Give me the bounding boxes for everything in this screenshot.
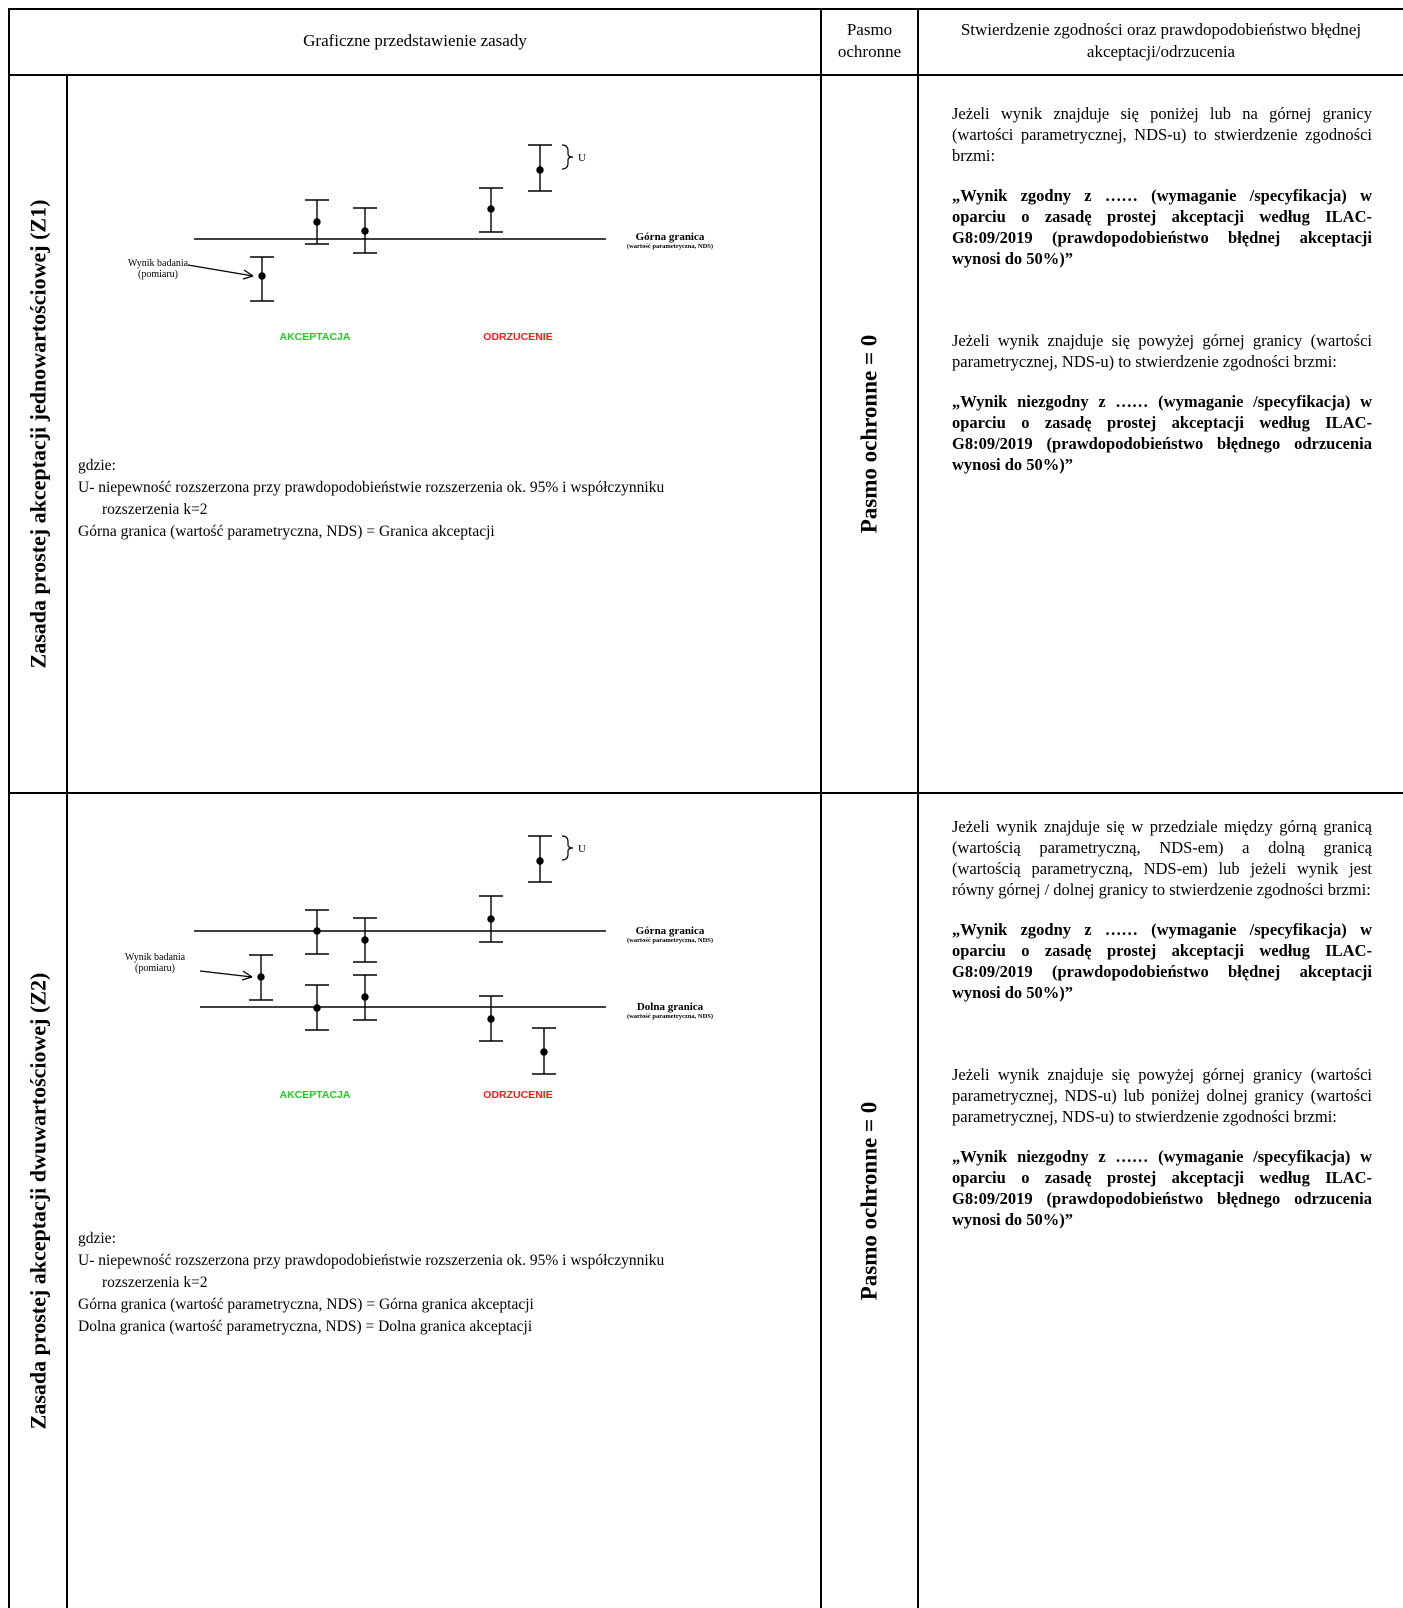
- table-border-row: [8, 792, 1403, 794]
- result-label-2: (pomiaru): [135, 963, 175, 974]
- upper-limit-sublabel: (wartość parametryczna, NDS): [627, 937, 713, 944]
- error-bar-result: [249, 954, 273, 1001]
- result-arrow-head: [242, 269, 254, 280]
- result-arrow-head: [241, 970, 253, 981]
- error-bar-accept-2: [353, 917, 377, 963]
- row2-legend-line: U- niepewność rozszerzona przy prawdopod…: [78, 1252, 665, 1269]
- upper-limit-sublabel: (wartość parametryczna, NDS): [627, 243, 713, 250]
- row1-diagram: U Górna granica (wartość parametryczna, …: [110, 135, 750, 365]
- row2-title: Zasada prostej akceptacji dwuwartościowe…: [10, 794, 66, 1608]
- table-border-left: [8, 8, 10, 1608]
- result-arrow: [199, 970, 253, 978]
- error-bar-reject-1: [479, 187, 503, 233]
- error-bar-accept-3: [305, 984, 329, 1031]
- error-bar-accept-1: [305, 199, 329, 245]
- row2-diagram: U Górna granica (wartość parametryczna, …: [110, 830, 750, 1080]
- table-border-rowtitle: [66, 74, 68, 1608]
- row1-legend-title: gdzie:: [78, 457, 116, 474]
- row2-statement-noncompliant: „Wynik niezgodny z …… (wymaganie /specyf…: [952, 1147, 1372, 1229]
- error-bar-accept-2: [353, 207, 377, 254]
- row2-diagram-svg: U Górna granica (wartość parametryczna, …: [125, 835, 713, 1075]
- row1-band-text: Pasmo ochronne = 0: [856, 334, 882, 534]
- error-bar-reject-2: [528, 144, 552, 192]
- accept-label: AKCEPTACJA: [280, 331, 351, 343]
- lower-limit-label: Dolna granica: [637, 1001, 704, 1013]
- error-bar-accept-1: [305, 909, 329, 955]
- error-bar-reject-1: [479, 895, 503, 943]
- row2-band-text: Pasmo ochronne = 0: [856, 1101, 882, 1301]
- row1-statement-noncompliant: „Wynik niezgodny z …… (wymaganie /specyf…: [952, 392, 1372, 474]
- row2-title-text: Zasada prostej akceptacji dwuwartościowe…: [25, 972, 51, 1430]
- row2-statement-compliant: „Wynik zgodny z …… (wymaganie /specyfika…: [952, 920, 1372, 1002]
- row2-legend-title: gdzie:: [78, 1230, 116, 1247]
- row1-band: Pasmo ochronne = 0: [822, 76, 917, 792]
- header-statement: Stwierdzenie zgodności oraz prawdopodobi…: [960, 20, 1362, 61]
- u-label: U: [578, 152, 586, 164]
- error-bar-reject-4: [532, 1027, 556, 1075]
- upper-limit-label: Górna granica: [636, 231, 705, 243]
- row2-legend-line: rozszerzenia k=2: [102, 1274, 208, 1291]
- result-arrow: [187, 264, 254, 277]
- row1-statement-compliant: „Wynik zgodny z …… (wymaganie /specyfika…: [952, 186, 1372, 268]
- u-brace: [561, 835, 574, 861]
- row1-title-text: Zasada prostej akceptacji jednowartościo…: [25, 199, 50, 669]
- u-label: U: [578, 843, 586, 855]
- row1-statement-condition: Jeżeli wynik znajduje się powyżej górnej…: [952, 331, 1372, 371]
- row1-statements: Jeżeli wynik znajduje się poniżej lub na…: [952, 103, 1372, 475]
- row1-legend-line: Górna granica (wartość parametryczna, ND…: [78, 523, 495, 540]
- error-bar-result: [250, 256, 274, 302]
- row2-accept-label: AKCEPTACJA: [279, 1089, 351, 1101]
- row2-statement-condition: Jeżeli wynik znajduje się powyżej górnej…: [952, 1065, 1372, 1126]
- row1-legend-line: rozszerzenia k=2: [102, 501, 208, 518]
- error-bar-accept-4: [353, 974, 377, 1021]
- header-band: Pasmo ochronne: [837, 20, 902, 61]
- row2-legend-line: Dolna granica (wartość parametryczna, ND…: [78, 1318, 533, 1335]
- row1-legend-line: U- niepewność rozszerzona przy prawdopod…: [78, 479, 665, 496]
- table-border-header: [8, 74, 1403, 76]
- row1-title: Zasada prostej akceptacji jednowartościo…: [10, 76, 66, 792]
- error-bar-reject-2: [528, 835, 552, 883]
- u-brace: [561, 144, 574, 170]
- upper-limit-label: Górna granica: [636, 925, 705, 937]
- row2-legend: gdzie: U- niepewność rozszerzona przy pr…: [78, 1228, 838, 1338]
- row1-statement-condition: Jeżeli wynik znajduje się poniżej lub na…: [952, 104, 1372, 165]
- header-graphic: Graficzne przedstawienie zasady: [303, 31, 527, 50]
- row2-reject-label: ODRZUCENIE: [483, 1089, 553, 1101]
- result-label-1: Wynik badania: [128, 258, 189, 269]
- row1-legend: gdzie: U- niepewność rozszerzona przy pr…: [78, 455, 838, 543]
- row2-band: Pasmo ochronne = 0: [822, 794, 917, 1608]
- row2-statements: Jeżeli wynik znajduje się w przedziale m…: [952, 816, 1372, 1230]
- table-border-top: [8, 8, 1403, 10]
- reject-label: ODRZUCENIE: [483, 331, 552, 343]
- row1-diagram-svg: U Górna granica (wartość parametryczna, …: [128, 144, 713, 343]
- table-border-band: [820, 8, 822, 1608]
- error-bar-reject-3: [479, 995, 503, 1042]
- lower-limit-sublabel: (wartość parametryczna, NDS): [627, 1013, 713, 1020]
- row2-statement-condition: Jeżeli wynik znajduje się w przedziale m…: [952, 817, 1372, 899]
- result-label-2: (pomiaru): [138, 269, 178, 280]
- table-border-statement: [917, 8, 919, 1608]
- result-label-1: Wynik badania: [125, 952, 186, 963]
- row2-legend-line: Górna granica (wartość parametryczna, ND…: [78, 1296, 534, 1313]
